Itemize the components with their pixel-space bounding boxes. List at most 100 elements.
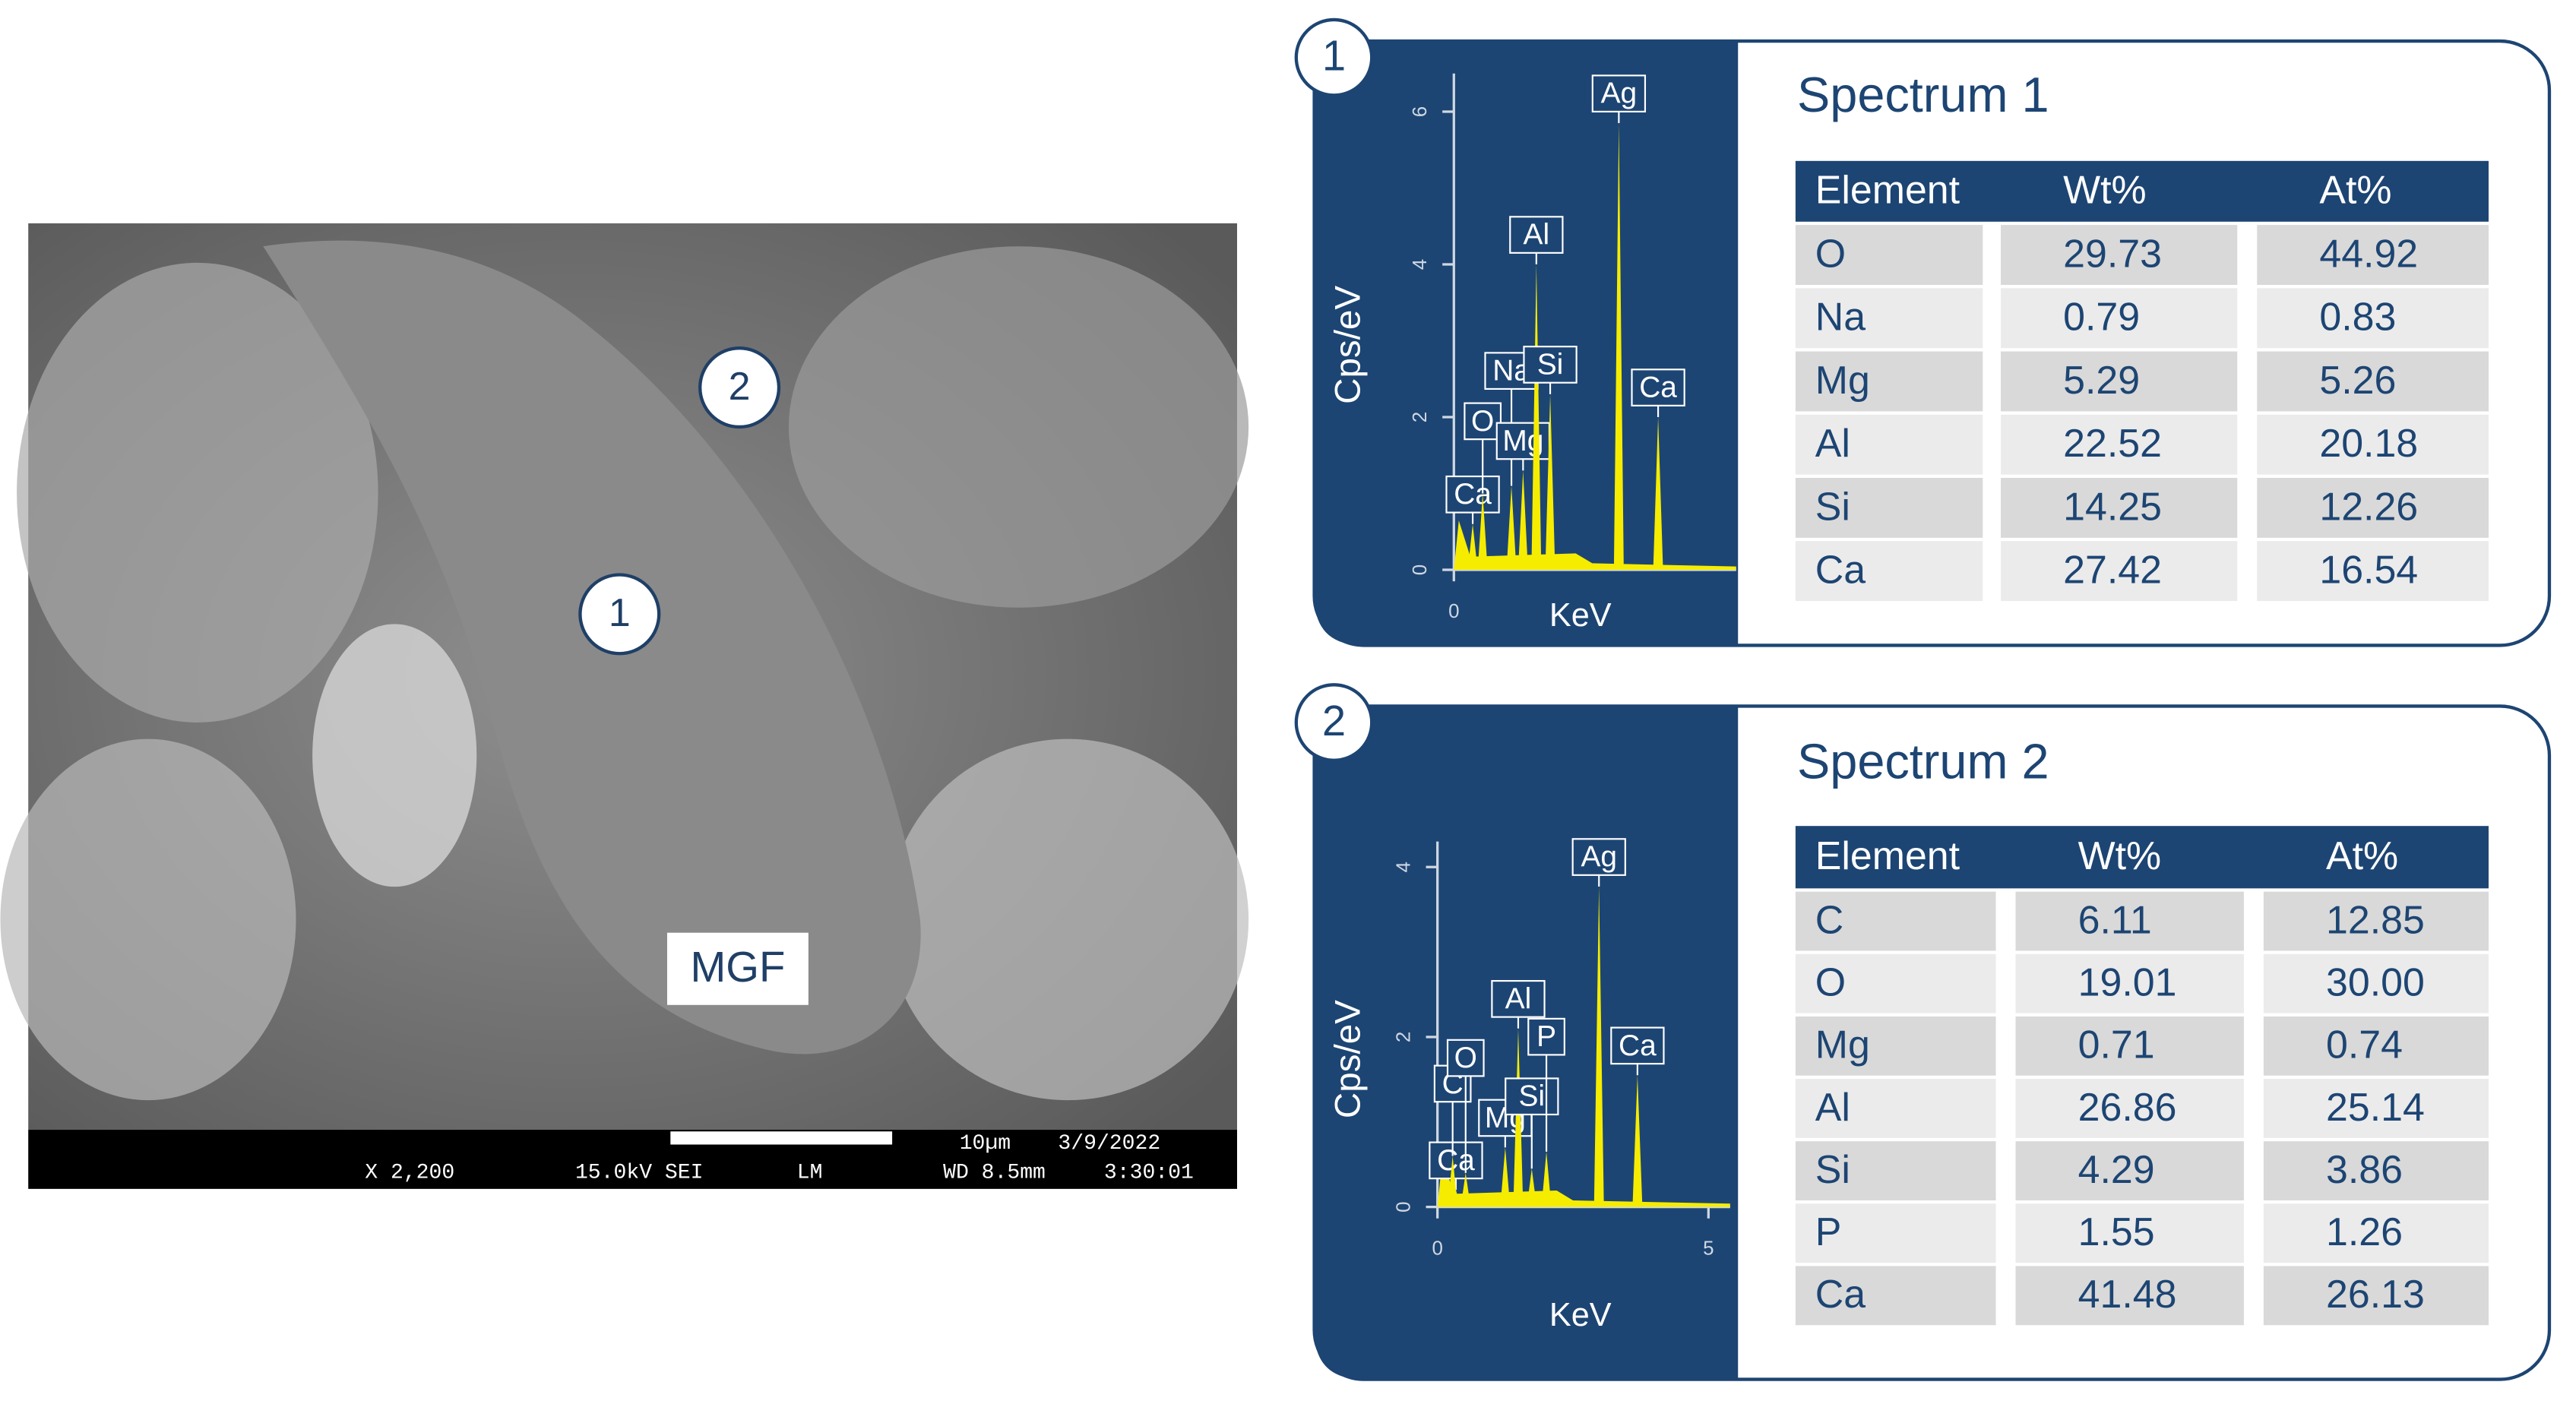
table-cell: 19.01 <box>2078 960 2177 1004</box>
table-cell-bg <box>2257 351 2489 412</box>
spectrum-peak <box>1500 1147 1511 1207</box>
mode-text: LM <box>797 1162 823 1185</box>
table-cell: Mg <box>1815 1023 1870 1067</box>
panel-number: 2 <box>1322 697 1346 745</box>
table-cell: 26.13 <box>2326 1272 2425 1316</box>
table-cell-bg <box>2015 891 2244 951</box>
table-cell-bg <box>2257 414 2489 475</box>
spectrum-peak <box>1448 1156 1458 1207</box>
peak-label: Ca <box>1639 372 1677 404</box>
time-text: 3:30:01 <box>1104 1162 1194 1185</box>
peak-label: O <box>1454 1042 1477 1074</box>
spectrum-background <box>1314 706 1739 1380</box>
peak-label-box <box>1509 216 1564 254</box>
noise-floor <box>1437 1157 1730 1207</box>
table-cell-bg <box>1795 1141 1996 1200</box>
y-tick-label: 0 <box>1393 1201 1414 1212</box>
peak-label-box <box>1523 346 1578 384</box>
sem-texture <box>0 738 296 1101</box>
table-cell: 14.25 <box>2063 484 2162 528</box>
table-cell-bg <box>2015 953 2244 1013</box>
table-cell-bg <box>2263 1016 2489 1076</box>
table-cell: O <box>1815 960 1846 1004</box>
mgf-box <box>666 932 809 1005</box>
table-cell: Ca <box>1815 1272 1866 1316</box>
table-cell: P <box>1815 1210 1842 1254</box>
table-cell: 25.14 <box>2326 1085 2425 1129</box>
date-text: 3/9/2022 <box>1058 1132 1160 1156</box>
table-cell-bg <box>2001 351 2238 412</box>
peak-label: Ca <box>1454 478 1492 511</box>
spectrum-peak <box>1632 1075 1643 1207</box>
y-tick-label: 2 <box>1393 1032 1414 1042</box>
table-cell: Na <box>1815 295 1866 339</box>
table-cell-bg <box>1795 1079 1996 1138</box>
table-cell-bg <box>1795 414 1983 475</box>
table-cell-bg <box>2015 1203 2244 1263</box>
panel-number-circle <box>1294 683 1374 762</box>
table-cell-bg <box>2001 477 2238 538</box>
table-cell: Ca <box>1815 547 1866 591</box>
table-cell: Al <box>1815 1085 1850 1129</box>
table-cell-bg <box>2001 288 2238 349</box>
table-cell-bg <box>1795 541 1983 602</box>
table-cell-bg <box>2263 1266 2489 1326</box>
peak-label-box <box>1446 1039 1485 1077</box>
y-tick-label: 0 <box>1410 564 1431 575</box>
table-cell-bg <box>2001 225 2238 286</box>
peak-label: Si <box>1518 1080 1545 1113</box>
table-header: Element <box>1815 168 1960 212</box>
wd-text: WD 8.5mm <box>943 1162 1046 1185</box>
table-cell-bg <box>1795 288 1983 349</box>
table-cell: 3.86 <box>2326 1147 2403 1191</box>
peak-label: Si <box>1537 348 1564 381</box>
spectrum-peak <box>1513 1028 1524 1207</box>
table-cell: 0.79 <box>2063 295 2140 339</box>
spectrum-peak <box>1541 1151 1552 1207</box>
table-cell: O <box>1815 231 1846 275</box>
peak-label: Al <box>1505 982 1532 1015</box>
table-cell-bg <box>2001 414 2238 475</box>
table-cell: 0.71 <box>2078 1023 2155 1067</box>
magnification-text: X 2,200 <box>365 1162 454 1185</box>
table-cell: 27.42 <box>2063 547 2162 591</box>
peak-label: Ca <box>1619 1029 1657 1062</box>
x-tick-label: 0 <box>1432 1238 1442 1260</box>
table-cell-bg <box>2257 541 2489 602</box>
table-cell: C <box>1815 897 1843 941</box>
table-cell-bg <box>2015 1079 2244 1138</box>
sem-texture <box>788 246 1249 608</box>
table-header: Element <box>1815 833 1960 878</box>
spectrum-peak <box>1477 493 1488 571</box>
y-axis-label: Cps/eV <box>1328 1000 1369 1118</box>
table-header: At% <box>2319 168 2391 212</box>
table-cell: 6.11 <box>2078 897 2152 941</box>
table-cell: 30.00 <box>2326 960 2425 1004</box>
table-cell: 22.52 <box>2063 421 2162 465</box>
panel-number-circle <box>1294 17 1374 97</box>
spectrum-peak <box>1613 123 1624 571</box>
mgf-fiber <box>263 240 921 1055</box>
table-cell: 12.85 <box>2326 897 2425 941</box>
table-cell: 1.55 <box>2078 1210 2155 1254</box>
panel-number: 1 <box>1322 32 1346 80</box>
sem-texture <box>17 262 378 723</box>
table-cell-bg <box>1795 477 1983 538</box>
table-cell: 4.29 <box>2078 1147 2155 1191</box>
peak-label: Ag <box>1581 840 1617 873</box>
peak-label: Ca <box>1437 1144 1475 1177</box>
table-cell: Si <box>1815 1147 1850 1191</box>
sem-image: 10µm 3/9/2022 X 2,200 15.0kV SEI LM WD 8… <box>0 223 1249 1189</box>
spectrum-peak <box>1545 394 1555 571</box>
table-cell-bg <box>1795 1203 1996 1263</box>
spectrum-title: Spectrum 1 <box>1797 67 2049 122</box>
peak-label-box <box>1445 475 1500 514</box>
table-cell-bg <box>1795 953 1996 1013</box>
spectrum-peak <box>1527 1168 1537 1207</box>
peak-label-box <box>1491 979 1546 1018</box>
table-header: At% <box>2326 833 2398 878</box>
spectrum-peak <box>1517 470 1528 571</box>
table-header-bg <box>1795 826 2489 889</box>
